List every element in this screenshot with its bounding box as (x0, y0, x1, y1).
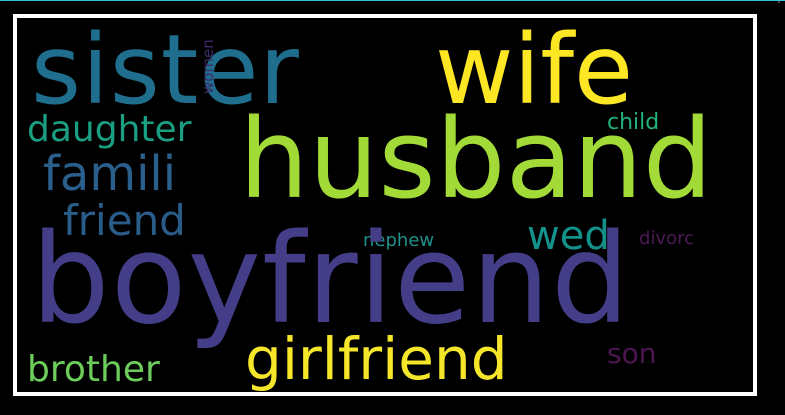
word-daughter: daughter (27, 109, 192, 150)
word-brother: brother (27, 349, 160, 390)
corner-glyph: ) (777, 0, 781, 5)
word-women: women (199, 39, 217, 94)
word-wife: wife (435, 14, 634, 126)
wordcloud-frame: sister wife husband women daughter child… (13, 14, 757, 396)
word-wed: wed (527, 213, 610, 259)
window-top-border (0, 0, 785, 1)
word-husband: husband (239, 95, 713, 223)
word-son: son (607, 337, 657, 370)
word-boyfriend: boyfriend (31, 208, 631, 352)
word-child: child (607, 110, 660, 135)
word-girlfriend: girlfriend (245, 325, 508, 393)
word-sister: sister (31, 14, 300, 126)
word-nephew: nephew (363, 230, 435, 251)
word-divorc: divorc (639, 228, 694, 249)
wordcloud-image: sister wife husband women daughter child… (17, 18, 753, 392)
word-friend: friend (63, 196, 186, 245)
word-famili: famili (43, 146, 177, 202)
